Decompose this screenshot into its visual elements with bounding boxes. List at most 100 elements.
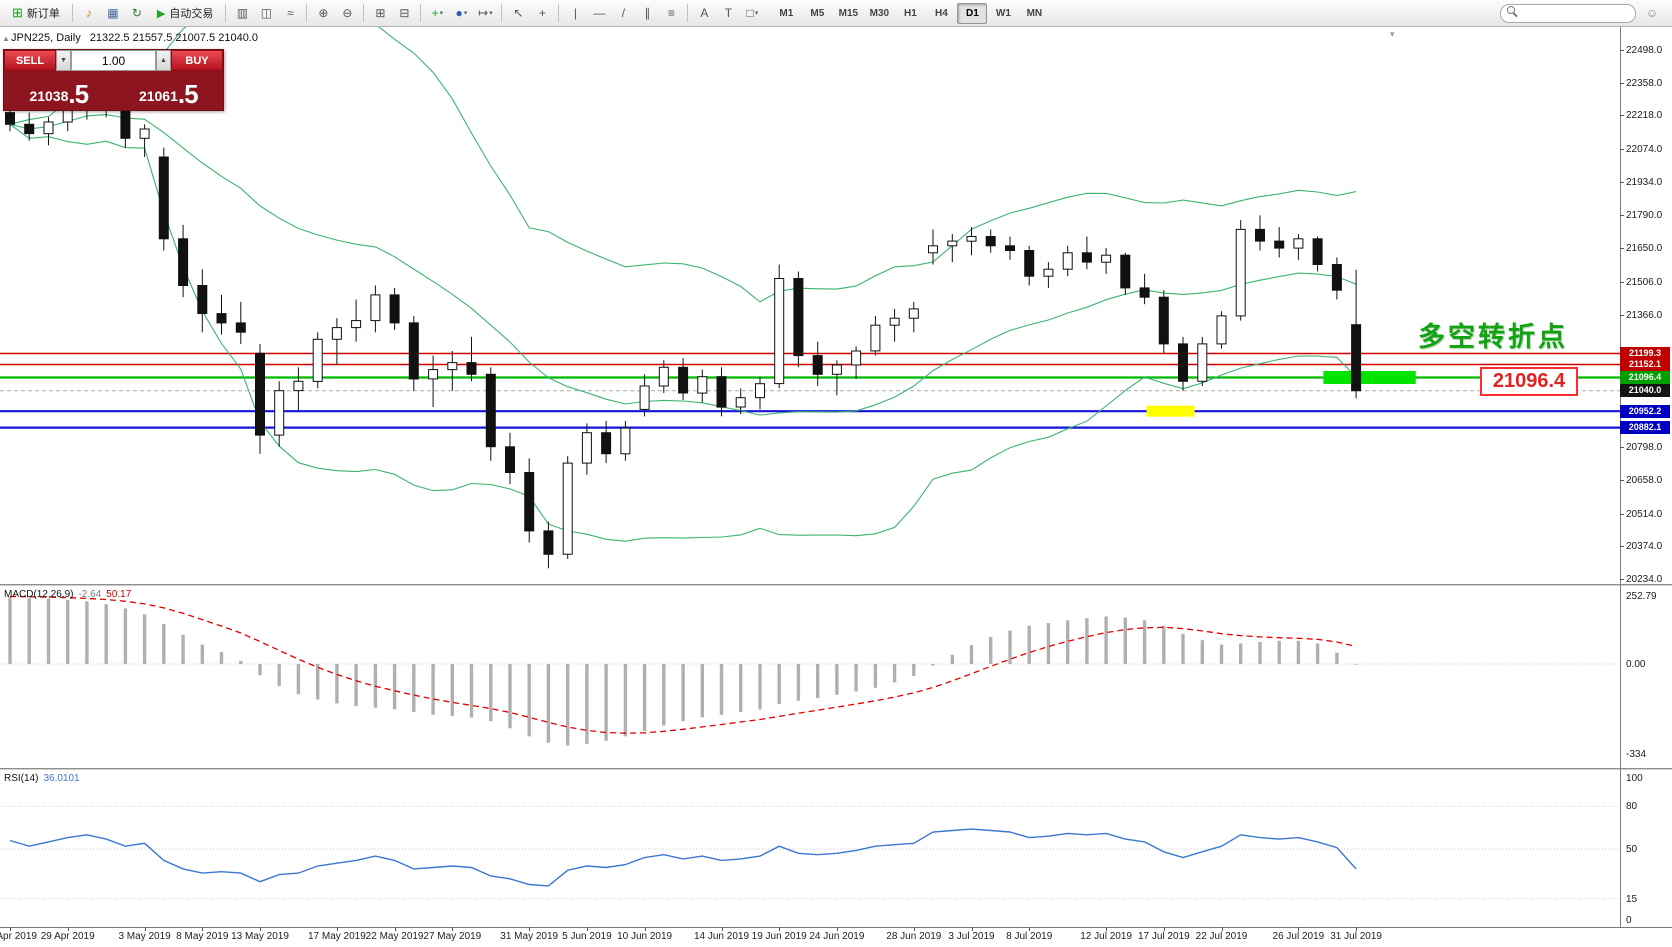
price-axis-tick (1620, 115, 1624, 117)
sell-button[interactable]: SELL (4, 50, 56, 71)
fibonacci-icon[interactable]: ≡ (667, 6, 675, 20)
macd-label: MACD(12,26,9) -2.64 50.17 (4, 589, 131, 600)
pane-divider[interactable] (0, 768, 1672, 770)
toolbar: ⊞ 新订单 ♪ ▦ ↻ ▶ 自动交易 ▥ ◫ ≈ ⊕ ⊖ ⊞ ⊟ + ▾ ● ▾ ↦ ▾ ↖ + | — / ∥ ≡ A T □… (0, 0, 1672, 27)
rsi-axis-label: 100 (1626, 773, 1643, 784)
macd-signal-value: 50.17 (106, 589, 132, 600)
timeframe-m30[interactable]: M30 (869, 7, 890, 19)
chart-shift-icon[interactable]: ↦ ▾ (478, 6, 493, 20)
timeframe-h4[interactable]: H4 (934, 7, 948, 19)
search-input[interactable] (1500, 3, 1636, 23)
vertical-line-icon[interactable]: | (573, 6, 577, 20)
cascade-windows-icon[interactable]: ⊟ (399, 6, 410, 20)
label-icon[interactable]: T (724, 6, 733, 20)
price-axis-tick (1620, 149, 1624, 151)
sound-icon[interactable]: ♪ (85, 6, 92, 20)
zoom-in-icon[interactable]: ⊕ (318, 6, 329, 20)
buy-button[interactable]: BUY (171, 50, 223, 71)
shapes-icon[interactable]: □ ▾ (746, 6, 759, 20)
crosshair-icon[interactable]: + (538, 6, 546, 20)
volume-input[interactable] (71, 50, 156, 71)
candle-body (966, 236, 977, 242)
candle-body (505, 446, 515, 473)
candlestick-chart-icon[interactable]: ◫ (260, 6, 273, 20)
price-axis-tick (1620, 215, 1624, 217)
volume-decrease-button[interactable]: ▼ (56, 50, 71, 71)
timeframe-m5[interactable]: M5 (810, 7, 825, 19)
price-axis-tick (1620, 50, 1624, 51)
sell-price[interactable]: 21038 .5 (4, 71, 114, 110)
candle-body (812, 355, 823, 375)
bar-chart-icon[interactable]: ▥ (236, 6, 249, 20)
zoom-out-icon[interactable]: ⊖ (342, 6, 353, 20)
toolbar-separator (558, 4, 560, 22)
timeframe-mn[interactable]: MN (1026, 7, 1043, 19)
price-axis-border (1620, 27, 1621, 927)
price-tag: 21199.3 (1620, 346, 1670, 360)
dropdown-caret-icon: ▾ (439, 10, 444, 17)
channel-icon[interactable]: ∥ (644, 6, 651, 20)
price-axis-tick (1620, 579, 1624, 580)
price-axis-label: 20514.0 (1626, 508, 1663, 520)
time-axis-label: 8 Jul 2019 (1006, 931, 1053, 942)
text-icon[interactable]: A (700, 6, 709, 20)
indicators-icon[interactable]: + ▾ (431, 6, 444, 20)
candle-body (1043, 268, 1054, 277)
toolbar-search-area: ☺ (1500, 2, 1667, 24)
timeframe-m15[interactable]: M15 (838, 7, 859, 19)
chart-scroll-marker-icon[interactable]: ▾ (1390, 29, 1395, 39)
chart-window[interactable]: ▲ JPN225, Daily 21322.5 21557.5 21007.5 … (0, 27, 1672, 947)
time-axis-tick (144, 927, 146, 931)
candle-body (274, 390, 285, 436)
pivot-price-annotation: 21096.4 (1480, 367, 1578, 396)
candle-body (678, 366, 689, 394)
auto-trading-label: 自动交易 (169, 8, 214, 20)
profiles-icon[interactable]: ● ▾ (455, 6, 468, 20)
timeframe-m1[interactable]: M1 (779, 7, 794, 19)
candle-body (370, 294, 381, 322)
candle-body (1216, 315, 1227, 345)
rsi-pane[interactable] (0, 770, 1620, 927)
pane-divider[interactable] (0, 584, 1672, 586)
candle-body (1158, 296, 1169, 345)
candle-body (543, 530, 554, 555)
price-pane[interactable] (0, 27, 1620, 584)
refresh-icon[interactable]: ↻ (131, 6, 142, 20)
buy-price[interactable]: 21061 .5 (114, 71, 224, 110)
timeframe-w1[interactable]: W1 (995, 7, 1011, 19)
timeframe-d1[interactable]: D1 (957, 2, 988, 24)
candle-body (947, 240, 958, 247)
line-chart-icon[interactable]: ≈ (287, 6, 294, 20)
time-axis-label: 29 Apr 2019 (40, 931, 95, 942)
candle-body (1235, 228, 1246, 317)
candle-body (158, 156, 169, 240)
toolbar-separator (71, 4, 73, 22)
time-axis-tick (1106, 927, 1108, 931)
candle-body (1255, 228, 1265, 242)
macd-pane[interactable] (0, 586, 1620, 768)
time-axis-tick (1163, 927, 1165, 931)
candle-body (255, 352, 265, 436)
new-order-button[interactable]: ⊞ 新订单 (5, 1, 67, 25)
auto-trading-button[interactable]: ▶ 自动交易 (150, 1, 220, 25)
community-icon[interactable]: ☺ (1645, 6, 1659, 20)
candle-body (1005, 245, 1015, 252)
horizontal-line-icon[interactable]: — (593, 6, 606, 20)
price-axis-label: 21790.0 (1626, 210, 1663, 222)
timeframe-h1[interactable]: H1 (903, 7, 917, 19)
terminal-icon[interactable]: ▦ (107, 6, 119, 20)
candle-body (1081, 252, 1092, 263)
price-axis-label: 21650.0 (1626, 243, 1663, 255)
candle-body (1331, 264, 1342, 291)
price-axis-tick (1620, 281, 1624, 283)
bollinger-middle-band (9, 114, 1357, 416)
cursor-icon[interactable]: ↖ (513, 6, 524, 20)
candle-body (1274, 240, 1285, 249)
tile-windows-icon[interactable]: ⊞ (375, 6, 386, 20)
volume-increase-button[interactable]: ▲ (156, 50, 171, 71)
time-axis-tick (586, 927, 588, 931)
time-axis-tick (913, 927, 915, 931)
one-click-collapse-icon[interactable]: ▲ (2, 34, 10, 43)
trendline-icon[interactable]: / (621, 6, 626, 20)
candle-body (735, 397, 746, 408)
